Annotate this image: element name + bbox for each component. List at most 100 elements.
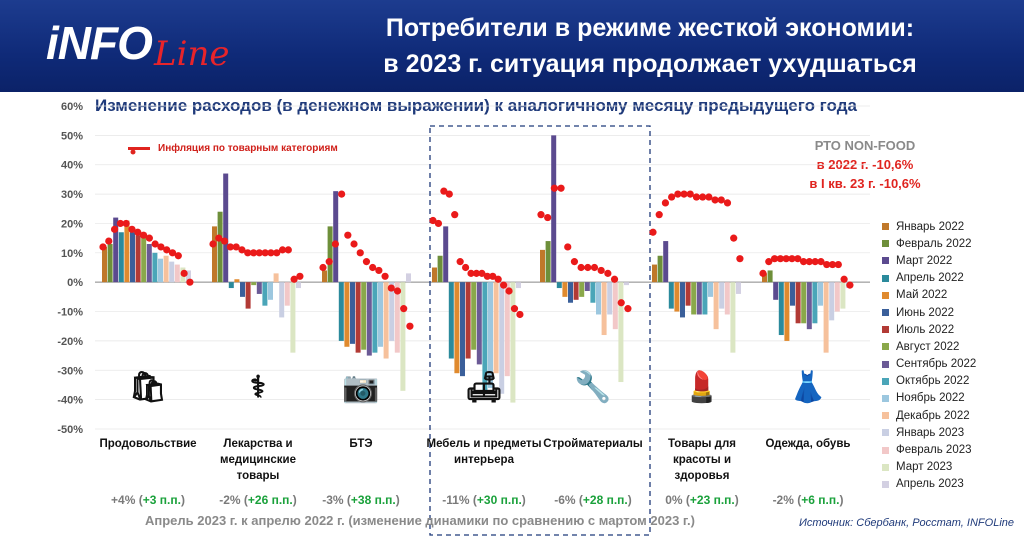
infoline-logo: iNFO Line	[46, 14, 256, 78]
y-tick-label: -10%	[57, 307, 83, 319]
inflation-point	[794, 255, 802, 263]
inflation-point	[110, 225, 119, 233]
inflation-point	[238, 246, 246, 254]
category-label-line: медицинские	[220, 454, 296, 466]
inflation-point	[220, 237, 229, 245]
inflation-point	[788, 255, 796, 263]
bar-2-4	[344, 282, 350, 347]
bar-1-3	[228, 282, 234, 289]
bar-6-0	[762, 273, 767, 283]
bar-1-2	[223, 173, 229, 283]
legend-swatch	[882, 360, 889, 368]
legend-label: Март 2023	[896, 461, 953, 474]
legend-item: Январь 2023	[882, 424, 1022, 441]
inflation-point	[557, 184, 565, 192]
bar-5-3	[668, 282, 674, 309]
change-pp: +23 п.п.	[689, 493, 735, 507]
bar-2-10	[378, 282, 383, 347]
inflation-point	[759, 269, 767, 277]
inflation-point	[456, 258, 464, 266]
inflation-point	[134, 228, 142, 236]
month-legend: Январь 2022 Февраль 2022 Март 2022 Апрель 2…	[882, 218, 1022, 493]
category-label-line: здоровья	[674, 470, 730, 482]
bar-5-14	[730, 282, 736, 353]
highlight-box	[429, 125, 651, 536]
legend-item: Сентябрь 2022	[882, 356, 1022, 373]
inflation-point	[461, 263, 470, 272]
inflation-point	[157, 243, 165, 251]
bar-6-8	[806, 282, 812, 330]
inflation-point	[393, 287, 402, 295]
legend-item: Август 2022	[882, 338, 1022, 355]
bar-4-10	[596, 282, 601, 315]
bar-0-0	[102, 246, 107, 283]
bar-6-3	[778, 282, 784, 336]
inflation-point	[705, 193, 713, 201]
inflation-point	[151, 240, 159, 248]
y-tick-label: 50%	[61, 130, 83, 142]
category-label-line: Одежда, обувь	[765, 438, 851, 450]
inflation-point	[429, 216, 437, 225]
bar-1-12	[279, 282, 285, 318]
bar-1-6	[245, 282, 251, 309]
category-change: -11% (+30 п.п.)	[442, 493, 526, 507]
title-line-1: Потребители в режиме жесткой экономии:	[385, 14, 915, 42]
logo-main-text: iNFO	[46, 17, 153, 69]
y-tick-label: 10%	[61, 248, 83, 260]
category-change: -3% (+38 п.п.)	[322, 493, 400, 507]
inflation-point	[406, 322, 414, 330]
category-change: +4% (+3 п.п.)	[111, 493, 185, 507]
bar-1-9	[262, 282, 268, 306]
bar-5-7	[691, 282, 697, 315]
inflation-point	[122, 219, 130, 228]
pto-line-1: РТО NON-FOOD	[814, 138, 916, 153]
legend-label: Май 2022	[896, 289, 948, 302]
category-label: Товары для красоты и здоровья	[642, 436, 762, 484]
inflation-legend-label: Инфляция по товарным категориям	[158, 143, 338, 154]
bar-4-13	[612, 282, 618, 330]
category-change: -2% (+26 п.п.)	[219, 493, 297, 507]
bar-2-0	[322, 270, 327, 283]
y-tick-label: 40%	[61, 160, 83, 172]
inflation-legend-line	[128, 146, 150, 150]
bar-3-4	[454, 282, 460, 374]
y-tick-label: -30%	[57, 365, 83, 377]
inflation-point	[500, 281, 508, 289]
bar-6-2	[773, 282, 779, 300]
bar-2-9	[372, 282, 378, 353]
bar-6-5	[790, 282, 795, 306]
inflation-point	[350, 240, 358, 248]
change-pp: +38 п.п.	[350, 493, 396, 507]
inflation-point	[834, 260, 842, 269]
legend-label: Декабрь 2022	[896, 409, 970, 422]
inflation-point	[267, 249, 275, 257]
bar-6-12	[829, 282, 835, 321]
legend-label: Сентябрь 2022	[896, 358, 977, 371]
bar-4-3	[556, 282, 562, 289]
change-pp: +6 п.п.	[801, 493, 840, 507]
bar-2-12	[389, 282, 395, 341]
bar-3-7	[471, 282, 477, 350]
category-label-line: интерьера	[454, 454, 514, 466]
bar-2-14	[400, 282, 406, 391]
bar-1-11	[273, 273, 279, 283]
legend-swatch	[882, 429, 889, 437]
inflation-point	[776, 255, 784, 263]
inflation-point	[483, 272, 491, 280]
inflation-point	[290, 275, 298, 283]
bar-2-3	[338, 282, 344, 341]
change-value: -2%	[772, 493, 794, 507]
bar-0-6	[135, 235, 141, 283]
inflation-point	[604, 269, 612, 277]
bar-5-13	[724, 282, 730, 315]
legend-swatch	[882, 223, 889, 231]
inflation-point	[564, 243, 572, 251]
bar-6-13	[834, 282, 840, 312]
category-label: Продовольствие	[88, 436, 208, 452]
bar-4-11	[601, 282, 607, 336]
bar-3-10	[488, 282, 493, 388]
category-label-line: Лекарства и	[223, 438, 293, 450]
bar-3-11	[493, 282, 499, 374]
bar-1-14	[290, 282, 296, 353]
logo-script-text: Line	[154, 34, 230, 74]
